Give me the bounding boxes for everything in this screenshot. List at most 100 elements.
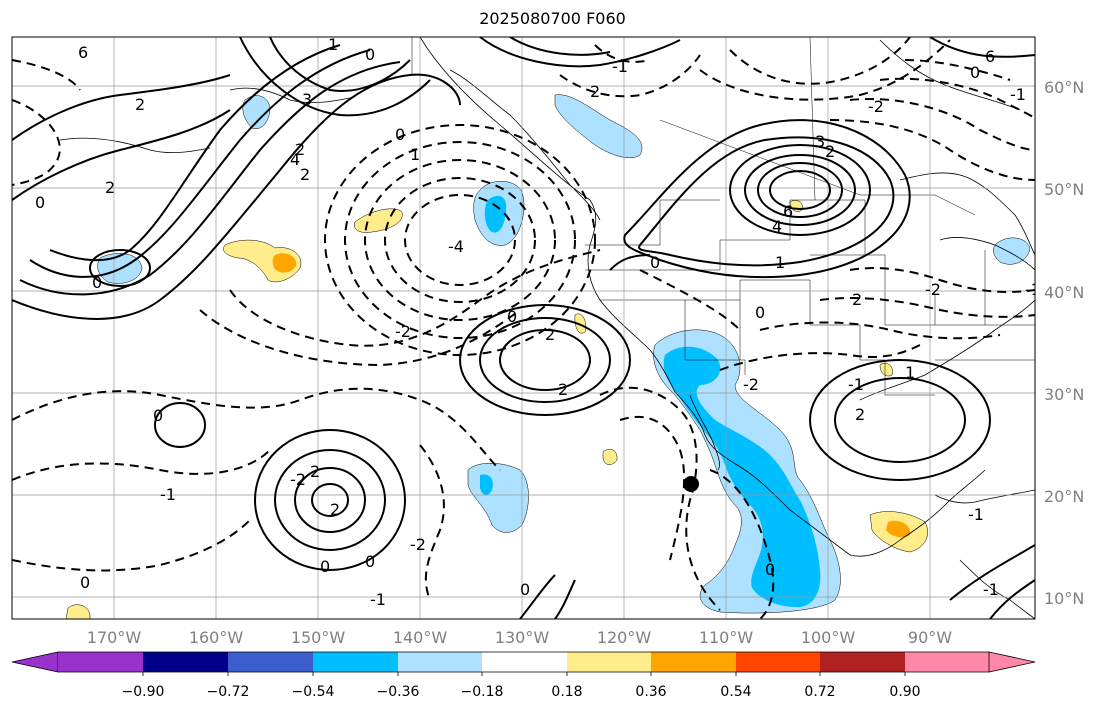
colorbar-segment (905, 652, 989, 672)
contour-label: 2 (105, 178, 115, 197)
contour-label: 0 (35, 193, 45, 212)
contour-label: -1 (983, 580, 999, 599)
contour-label: 6 (985, 47, 995, 66)
contour-label: 2 (825, 142, 835, 161)
contour-label: 0 (92, 273, 102, 292)
contour-label: 0 (365, 552, 375, 571)
contour-label: 6 (78, 43, 88, 62)
contour-label: 1 (410, 145, 420, 164)
contour-label: -1 (1010, 85, 1026, 104)
colorbar-segment (567, 652, 651, 672)
contour-label: 2 (295, 140, 305, 159)
lon-label: 160°W (189, 628, 244, 647)
contour-label: 0 (970, 63, 980, 82)
contour-label: -2 (868, 97, 884, 116)
colorbar-segment (736, 652, 820, 672)
contour-label: 0 (80, 573, 90, 592)
lon-label: 130°W (495, 628, 550, 647)
contour-label: -1 (612, 57, 628, 76)
contour-label: 1 (905, 363, 915, 382)
colorbar-tick-label: −0.90 (122, 684, 165, 700)
lon-label: 100°W (801, 628, 856, 647)
colorbar-tick-label: 0.36 (635, 684, 666, 700)
contour-label: -2 (743, 375, 759, 394)
contour-label: -1 (160, 485, 176, 504)
longitude-labels: 170°W 160°W 150°W 140°W 130°W 120°W 110°… (87, 628, 952, 647)
lat-label: 60°N (1044, 78, 1084, 97)
colorbar-segment (820, 652, 905, 672)
contour-label: 0 (755, 303, 765, 322)
colorbar: −0.90 −0.72 −0.54 −0.36 −0.18 0.18 0.36 … (11, 651, 1036, 700)
contour-label: 0 (507, 307, 517, 326)
contour-label: 4 (772, 217, 782, 236)
colorbar-tick-label: −0.72 (207, 684, 250, 700)
contour-label: -2 (925, 280, 941, 299)
contour-label: -1 (1025, 280, 1041, 299)
lon-label: 90°W (908, 628, 952, 647)
contour-labels: 6 2 1 0 0 1 3 2 4 6 2 -1 -2 0 -4 0 2 0 2… (35, 35, 1041, 609)
location-marker (683, 476, 699, 492)
contour-label: -1 (848, 375, 864, 394)
colorbar-tick-label: 0.90 (889, 684, 920, 700)
contour-label: -1 (968, 505, 984, 524)
state-borders (411, 37, 1035, 396)
contour-label: 4 (290, 150, 300, 169)
contour-label: 1 (775, 253, 785, 272)
colorbar-segment (143, 652, 228, 672)
lat-label: 10°N (1044, 589, 1084, 608)
lon-label: 140°W (393, 628, 448, 647)
colorbar-segment (651, 652, 736, 672)
colorbar-tick-label: 0.72 (804, 684, 835, 700)
contour-label: 2 (852, 290, 862, 309)
contour-label: 1 (328, 35, 338, 54)
graticule (12, 37, 1035, 619)
colorbar-segment (228, 652, 313, 672)
contour-label: 6 (783, 202, 793, 221)
contour-label: 2 (330, 500, 340, 519)
lon-label: 120°W (597, 628, 652, 647)
contour-label: 2 (310, 462, 320, 481)
colorbar-extend-max (988, 651, 1036, 673)
contour-label: 2 (545, 325, 555, 344)
plot-frame (11, 36, 1036, 620)
colorbar-segment (58, 652, 143, 672)
colorbar-segment (313, 652, 398, 672)
colorbar-tick-label: −0.18 (461, 684, 504, 700)
contour-label: 0 (320, 557, 330, 576)
colorbar-segment (398, 652, 482, 672)
contour-label: 3 (302, 90, 312, 109)
lon-label: 170°W (87, 628, 142, 647)
contour-label: 2 (855, 405, 865, 424)
contour-label: 3 (815, 132, 825, 151)
contour-label: 2 (135, 95, 145, 114)
colorbar-tick-label: −0.54 (292, 684, 335, 700)
contour-label: 2 (300, 165, 310, 184)
colorbar-tick-label: 0.18 (551, 684, 582, 700)
lat-label: 20°N (1044, 487, 1084, 506)
contour-label: 0 (650, 253, 660, 272)
lat-label: 30°N (1044, 385, 1084, 404)
contour-label: -2 (410, 535, 426, 554)
lon-label: 110°W (699, 628, 754, 647)
map-title: 2025080700 F060 (479, 9, 626, 28)
contour-label: 2 (558, 380, 568, 399)
latitude-labels: 60°N 50°N 40°N 30°N 20°N 10°N (1044, 78, 1084, 608)
positive-contours (12, 37, 1035, 619)
colorbar-extend-min (11, 651, 59, 673)
colorbar-tick-label: −0.36 (377, 684, 420, 700)
contour-label: -4 (448, 237, 464, 256)
lat-label: 50°N (1044, 180, 1084, 199)
colorbar-segment (482, 652, 567, 672)
contour-label: 0 (395, 125, 405, 144)
lon-label: 150°W (291, 628, 346, 647)
contour-label: -1 (370, 590, 386, 609)
contour-label: 0 (520, 580, 530, 599)
contour-label: 0 (365, 45, 375, 64)
contour-label: 0 (765, 560, 775, 579)
contour-label: -2 (395, 322, 411, 341)
negative-contours (12, 37, 1035, 619)
lat-label: 40°N (1044, 283, 1084, 302)
contour-label: 2 (590, 82, 600, 101)
contour-label: 0 (153, 406, 163, 425)
